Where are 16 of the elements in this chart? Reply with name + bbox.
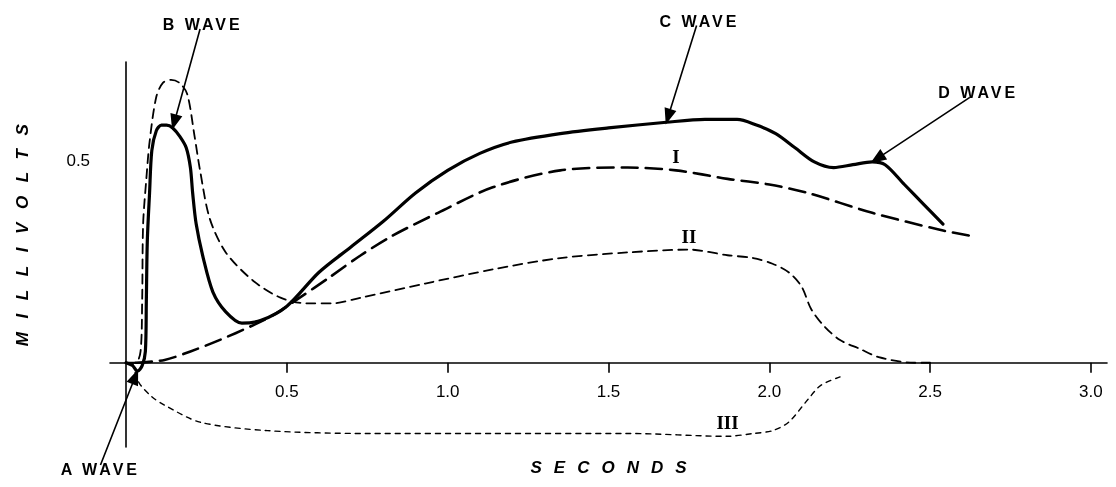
text: 0.5 (66, 150, 91, 170)
x-tick-label: 3.0 (1079, 381, 1103, 401)
x-tick-label: 1.5 (596, 381, 621, 401)
series-label: II (681, 225, 697, 247)
x-tick-label: 1.0 (435, 381, 460, 401)
annotation: D WAVE (938, 84, 1019, 102)
annotation: B WAVE (162, 16, 243, 34)
x-tick-label: 0.5 (275, 381, 299, 401)
x-axis-title: SECONDS (530, 458, 688, 477)
x-tick-label: 2.5 (918, 381, 942, 401)
annotation: C WAVE (659, 12, 740, 30)
series-label: III (716, 412, 739, 434)
series-label: I (672, 146, 680, 168)
annotation: A WAVE (60, 460, 141, 478)
x-tick-label: 2.0 (757, 381, 782, 401)
y-axis-title: MILLIVOLTS (13, 123, 32, 347)
